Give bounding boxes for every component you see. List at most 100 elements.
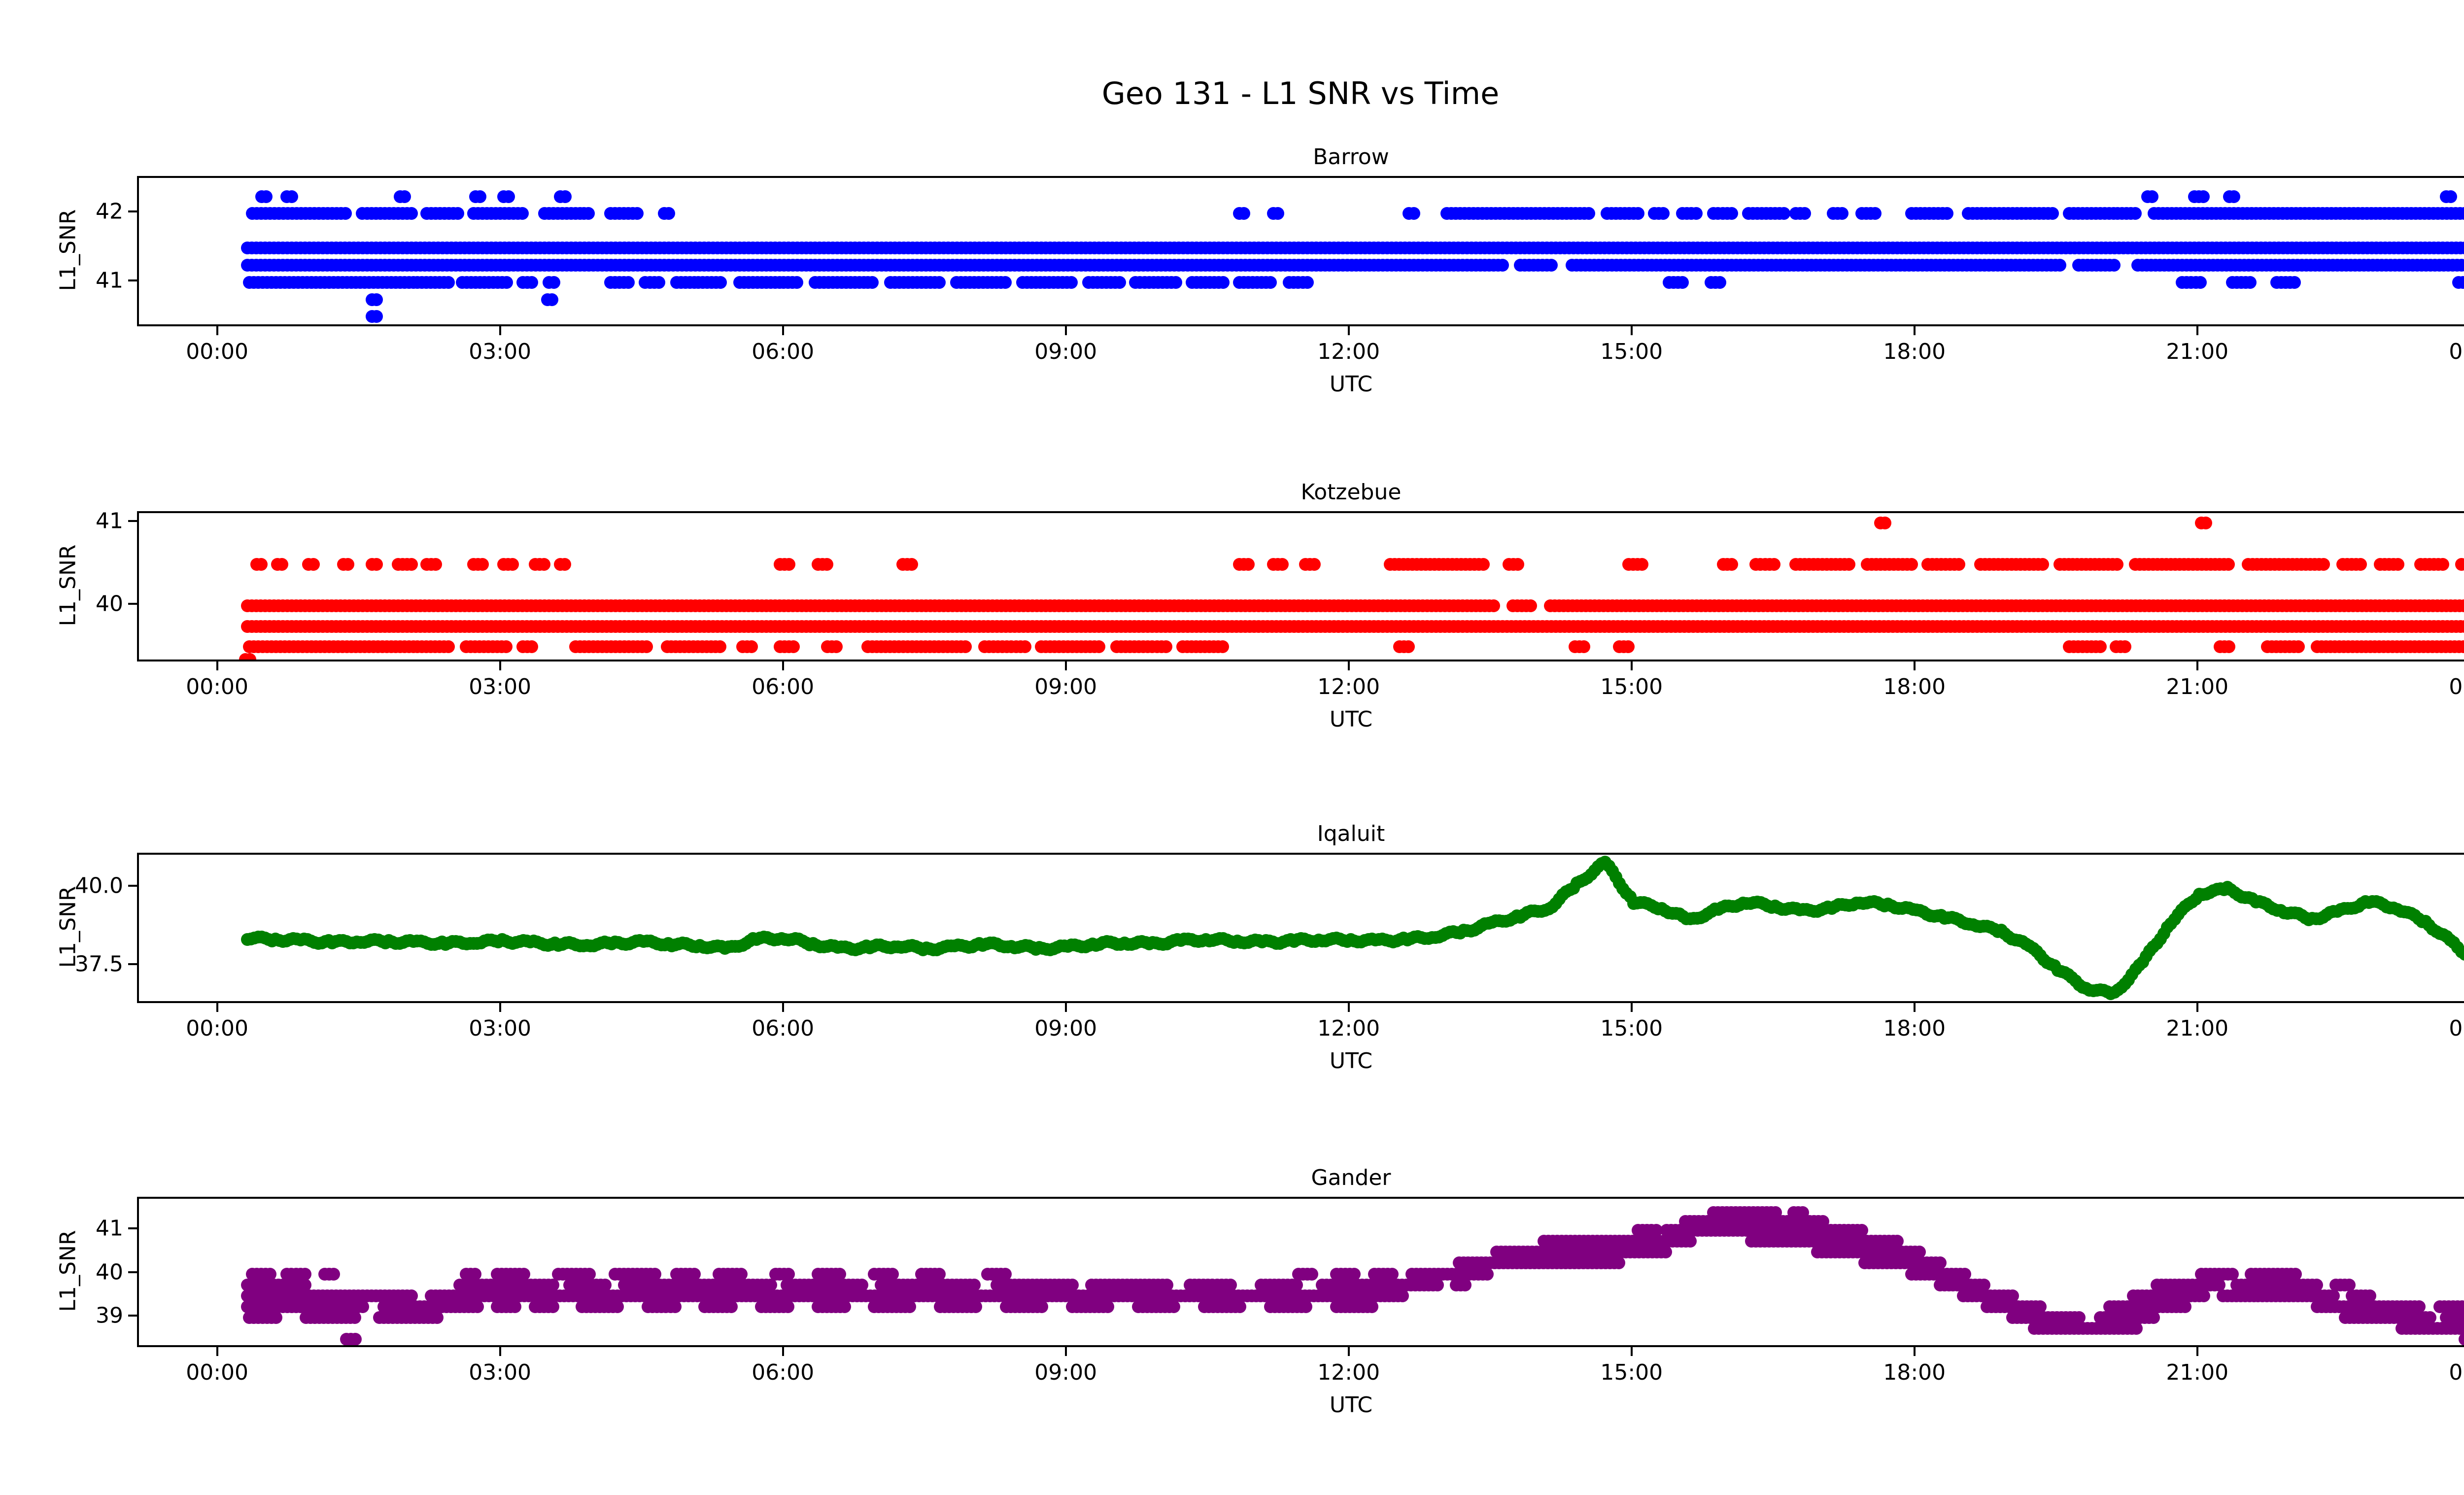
y-axis-label-kotzebue: L1_SNR [55,544,81,626]
data-point [1879,517,1892,530]
data-point [2053,258,2067,272]
data-point [790,276,804,289]
data-point [525,640,538,654]
data-point [270,1311,283,1324]
x-tick-mark [216,661,218,670]
data-point [506,557,519,571]
data-point [537,557,550,571]
data-point [829,640,843,654]
data-point [546,1300,559,1313]
data-point [1656,207,1670,220]
data-point [787,640,800,654]
subplot-barrow: Barrow [137,144,2464,326]
data-point [1299,1300,1312,1313]
data-point [1237,207,1251,220]
data-point [1635,557,1648,571]
data-point [2444,190,2458,203]
x-tick-label: 06:00 [752,674,815,699]
y-tick-label: 37.5 [75,951,123,977]
x-tick-label: 00:00 [186,339,249,364]
data-point [745,640,758,654]
data-point [838,1300,852,1313]
data-point [1271,207,1284,220]
data-point [405,557,418,571]
data-point [1869,207,1882,220]
data-point [349,1333,362,1345]
data-point [2292,640,2305,654]
data-point [1676,276,1689,289]
data-point [255,557,268,571]
data-point [1689,207,1703,220]
data-point [405,207,418,220]
data-point [275,557,289,571]
data-point [1101,1300,1114,1313]
data-point [370,293,383,306]
x-tick-label: 09:00 [1034,674,1097,699]
data-point [243,653,257,660]
data-point [1365,1300,1378,1313]
data-point [285,190,298,203]
data-point [2354,557,2367,571]
data-point [2119,640,2132,654]
data-point [307,557,320,571]
data-point [1496,258,1509,272]
data-point [370,310,383,323]
data-point [2179,1300,2192,1313]
data-point [1713,276,1726,289]
y-axis-label-barrow: L1_SNR [55,209,81,291]
x-tick-label: 18:00 [1883,339,1946,364]
data-point [1233,1300,1246,1313]
data-point [327,1267,341,1281]
data-point [1545,258,1558,272]
data-point [525,276,538,289]
x-tick-mark [1630,326,1633,335]
data-point [1622,640,1635,654]
data-point [2129,207,2142,220]
x-tick-label: 03:00 [469,674,532,699]
data-point [2111,557,2124,571]
y-tick-mark [128,279,137,281]
data-point [820,557,833,571]
data-point [442,276,455,289]
x-tick-mark [499,661,501,670]
y-tick-mark [128,884,137,887]
data-point [652,276,665,289]
data-point [999,276,1012,289]
data-point [2288,276,2301,289]
x-tick-mark [216,326,218,335]
data-point [2107,258,2121,272]
y-tick-mark [128,210,137,213]
data-point [1431,1278,1444,1291]
x-tick-label: 12:00 [1317,674,1380,699]
data-point [1683,1235,1697,1248]
data-point [1264,276,1277,289]
y-tick-label: 41 [96,268,123,293]
data-point [431,1311,444,1324]
data-point [2046,207,2059,220]
y-tick-label: 40.0 [75,873,123,899]
subplot-gander: Gander [137,1165,2464,1347]
data-point [1842,557,1855,571]
y-tick-label: 42 [96,199,123,224]
data-point [1300,276,1314,289]
x-tick-mark [1347,326,1350,335]
subplot-kotzebue: Kotzebue [137,480,2464,661]
data-point [1018,640,1031,654]
x-tick-mark [782,326,784,335]
x-tick-label: 03:00 [469,339,532,364]
x-tick-mark [1064,661,1067,670]
data-point [2317,557,2330,571]
data-point [500,640,513,654]
data-point [509,1300,522,1313]
data-point [631,207,644,220]
data-point [668,1300,682,1313]
data-point [2197,190,2210,203]
data-point [640,640,653,654]
data-point [621,276,635,289]
data-point [471,1300,484,1313]
x-tick-label: 00:00 [2449,674,2464,699]
x-tick-mark [1630,661,1633,670]
x-axis-label-kotzebue: UTC [1329,707,1373,732]
data-point [1481,1267,1494,1281]
data-point [1725,557,1739,571]
